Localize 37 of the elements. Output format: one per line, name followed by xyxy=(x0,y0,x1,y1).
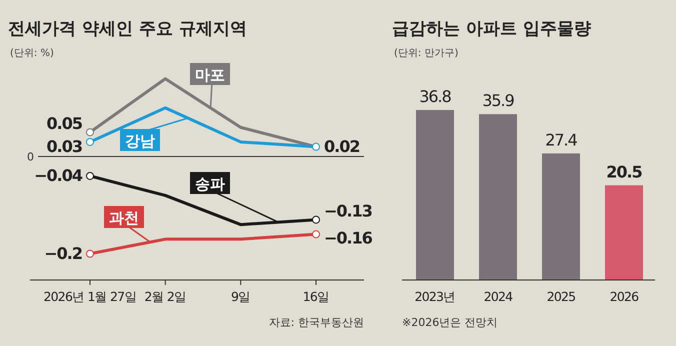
data-label: 0.03 xyxy=(46,136,82,156)
point xyxy=(312,230,320,238)
x-tick-label: 2월 2일 xyxy=(144,289,186,304)
point xyxy=(86,172,94,180)
point xyxy=(312,216,320,224)
x-tick-label: 2025 xyxy=(546,289,576,304)
point xyxy=(86,128,94,136)
series-label: 과천 xyxy=(109,209,139,227)
x-tick-label: 2026 xyxy=(610,289,640,304)
chart-subtitle: (단위: %) xyxy=(10,48,54,59)
point xyxy=(86,250,94,258)
data-label: 0.02 xyxy=(324,136,360,156)
data-label: −0.16 xyxy=(324,228,373,248)
data-label: 35.9 xyxy=(482,91,515,110)
legend-label: 강남 xyxy=(125,132,155,150)
x-tick-label: 2023년 xyxy=(414,289,456,304)
point xyxy=(312,142,320,151)
x-tick-label: 16일 xyxy=(302,289,330,304)
data-label: −0.13 xyxy=(324,202,372,221)
data-label: 0.05 xyxy=(46,114,83,134)
text: 자료: 한국부동산원 xyxy=(268,316,364,329)
data-label: 27.4 xyxy=(545,130,578,150)
chart-title: 급감하는 아파트 입주물량 xyxy=(392,19,591,39)
data-label: −0.2 xyxy=(44,244,82,263)
data-label: −0.04 xyxy=(34,166,83,185)
series-label: 마포 xyxy=(195,66,225,84)
data-label: 20.5 xyxy=(606,162,643,182)
x-tick-label: 2026년 1월 27일 xyxy=(43,289,137,304)
ref-line-label: 0 xyxy=(27,150,34,164)
data-label: 36.8 xyxy=(419,87,452,106)
x-tick-label: 2024 xyxy=(484,289,514,304)
chart-subtitle: (단위: 만가구) xyxy=(394,48,458,59)
chart-title: 전세가격 약세인 주요 규제지역 xyxy=(8,19,247,39)
x-tick-label: 9일 xyxy=(230,289,250,304)
point xyxy=(86,138,94,146)
text: ※2026년은 전망치 xyxy=(402,316,498,329)
series-label: 송파 xyxy=(195,175,225,193)
